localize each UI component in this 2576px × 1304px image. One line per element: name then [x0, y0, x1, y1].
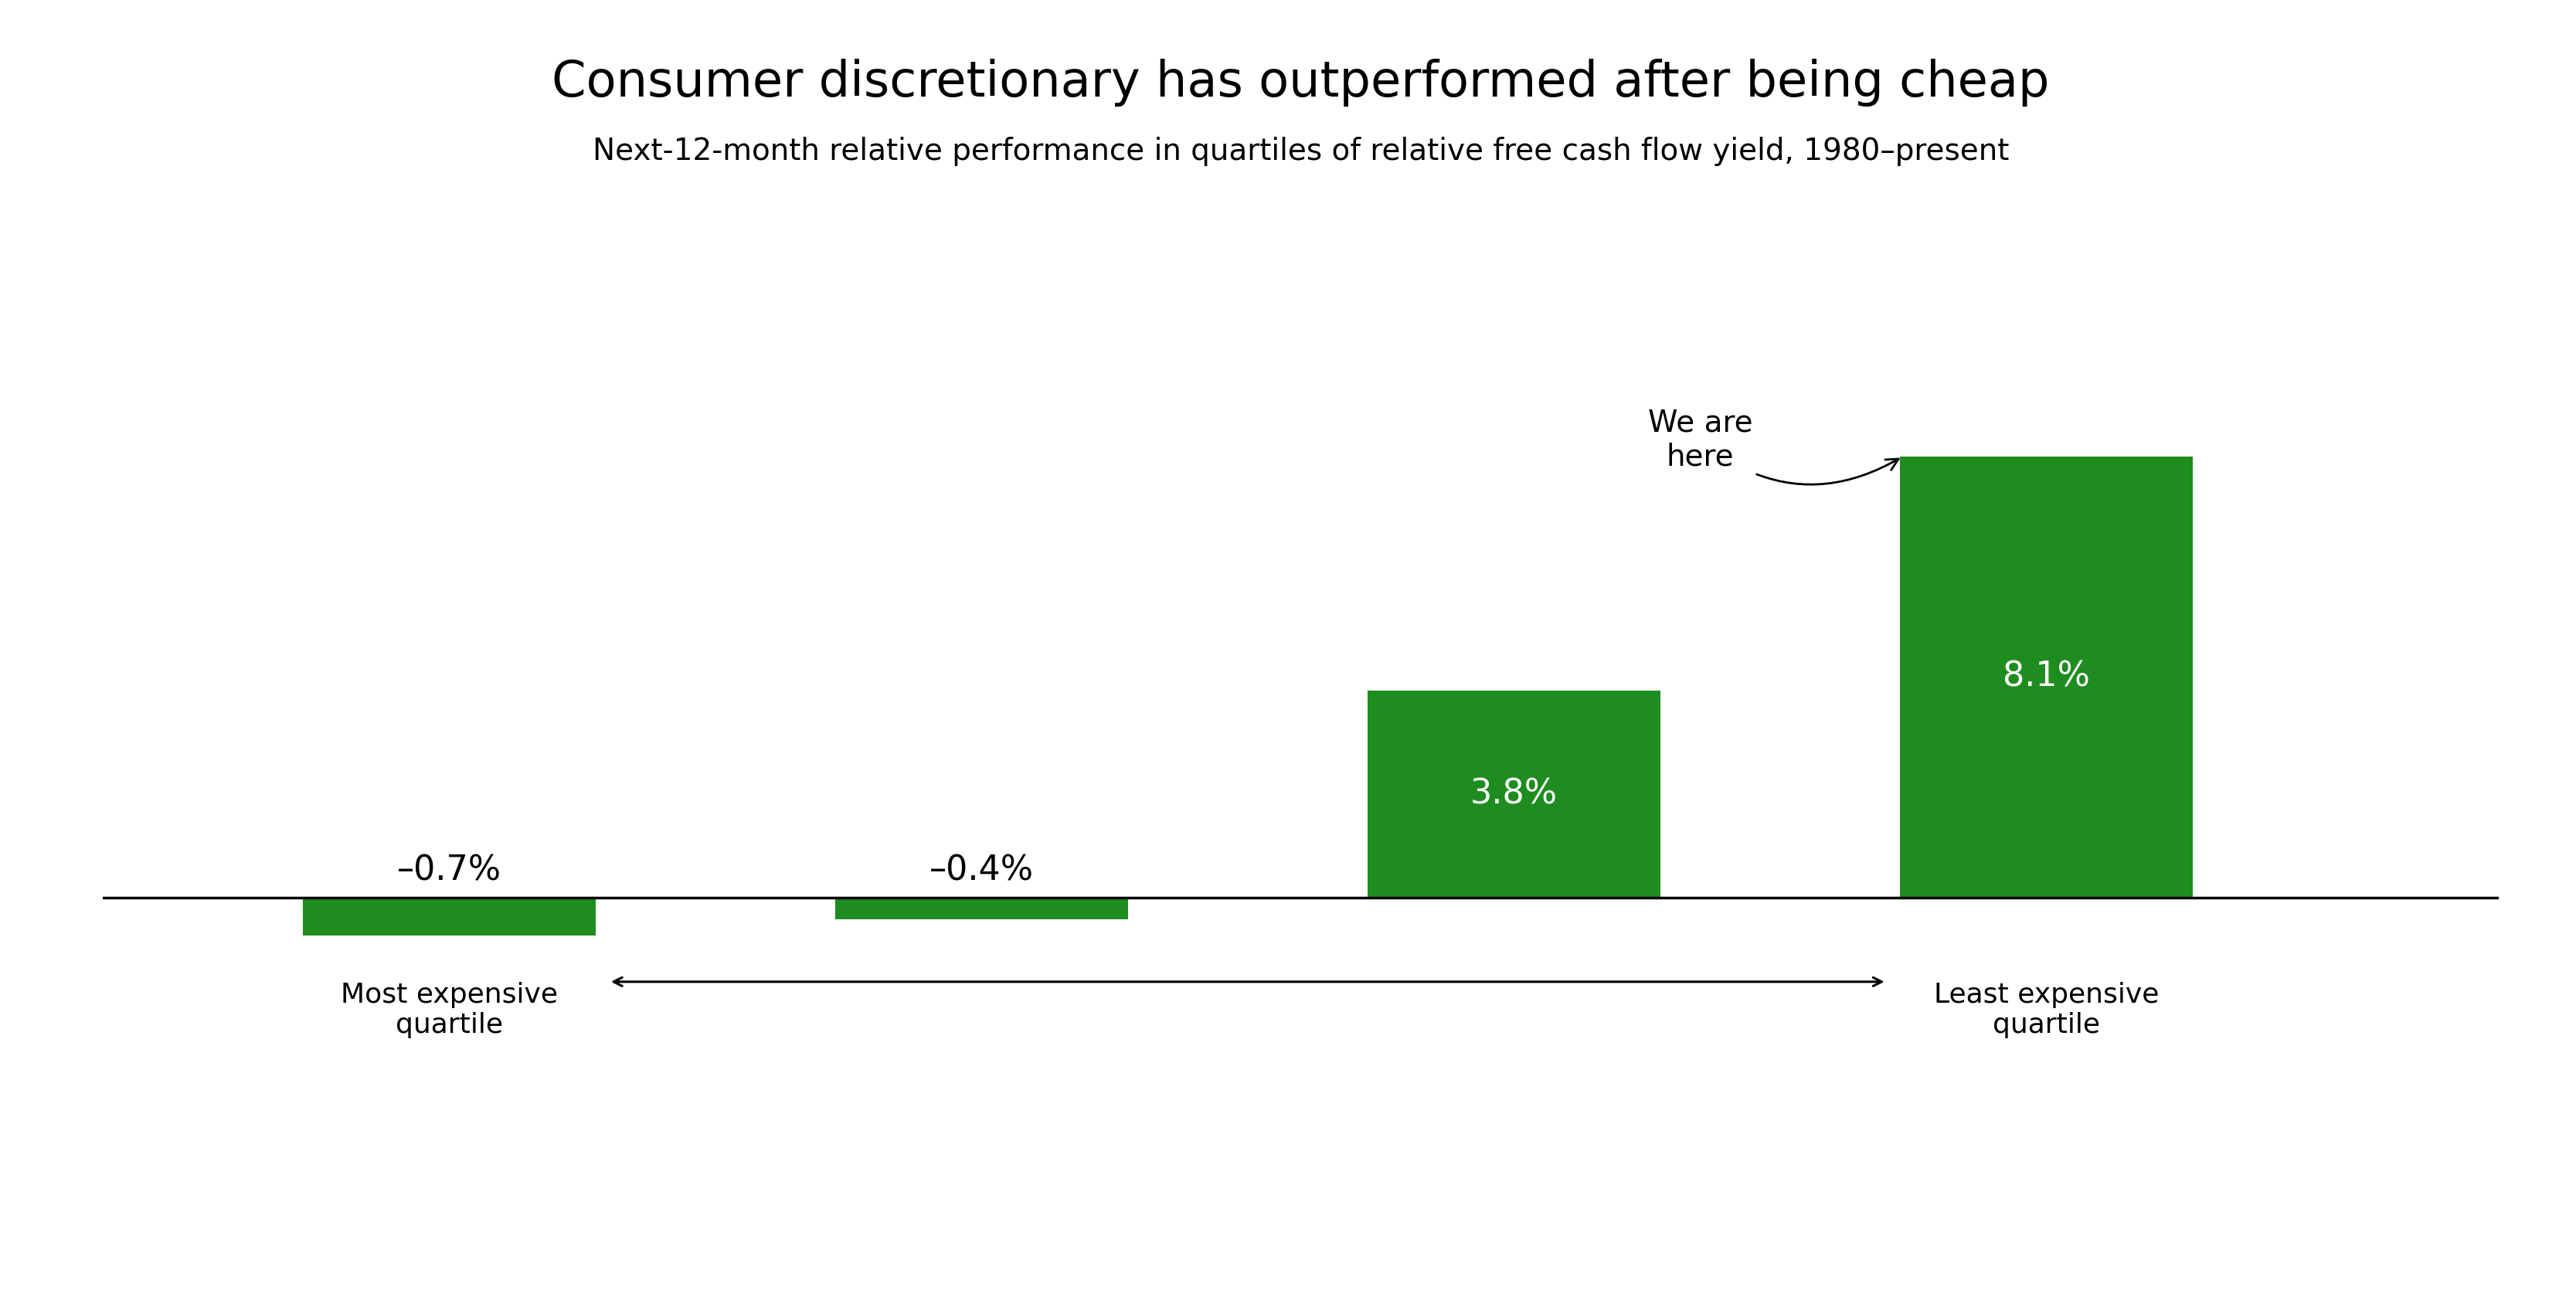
Text: Most expensive
quartile: Most expensive quartile: [340, 982, 556, 1038]
Bar: [1368, 691, 1662, 897]
Text: –0.7%: –0.7%: [397, 854, 502, 888]
Text: Consumer discretionary has outperformed after being cheap: Consumer discretionary has outperformed …: [551, 59, 2050, 107]
Text: 8.1%: 8.1%: [2002, 660, 2089, 694]
Bar: [1901, 456, 2192, 897]
Text: 3.8%: 3.8%: [1471, 777, 1558, 811]
Text: Least expensive
quartile: Least expensive quartile: [1935, 982, 2159, 1038]
Text: Next-12-month relative performance in quartiles of relative free cash flow yield: Next-12-month relative performance in qu…: [592, 137, 2009, 167]
Text: –0.4%: –0.4%: [930, 854, 1033, 888]
Bar: [835, 897, 1128, 919]
Text: We are
here: We are here: [1649, 408, 1899, 485]
Bar: [304, 897, 595, 935]
